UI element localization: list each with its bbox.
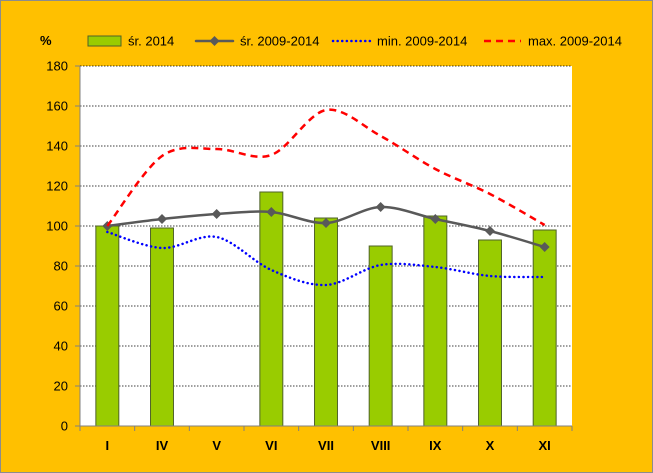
axes <box>75 65 573 431</box>
x-tick-label: X <box>486 438 495 453</box>
y-tick-label: 160 <box>46 99 68 114</box>
diamond-marker <box>375 202 386 212</box>
legend-label: śr. 2014 <box>128 34 174 49</box>
legend-swatch <box>87 35 122 47</box>
legend-item: max. 2009-2014 <box>484 34 622 49</box>
bar-series <box>95 191 557 427</box>
diamond-marker <box>539 242 550 252</box>
legend-label: min. 2009-2014 <box>377 34 467 49</box>
y-tick-labels: 0 20 40 60 80 100 120 140 160 180 <box>46 59 68 434</box>
diamond-marker <box>321 218 331 228</box>
bar <box>368 245 393 427</box>
y-tick-label: 60 <box>54 299 68 314</box>
y-tick-label: 180 <box>46 59 68 74</box>
y-tick-label: 20 <box>54 379 68 394</box>
legend: śr. 2014 śr. 2009-2014 min. 2009-2014 max. … <box>87 34 622 49</box>
diamond-marker <box>211 209 222 219</box>
series-line <box>106 108 546 227</box>
bar <box>95 225 120 427</box>
x-tick-label: VII <box>318 438 334 453</box>
x-tick-label: IV <box>156 438 169 453</box>
legend-item: śr. 2014 <box>87 34 174 49</box>
series-line <box>106 230 546 287</box>
diamond-marker <box>157 214 167 224</box>
bar <box>259 191 284 427</box>
y-tick-label: 100 <box>46 219 68 234</box>
x-tick-label: VI <box>265 438 277 453</box>
y-tick-label: 120 <box>46 179 68 194</box>
bar <box>423 215 448 427</box>
x-tick-label: I <box>106 438 110 453</box>
bar <box>314 217 338 427</box>
bar <box>478 239 502 427</box>
y-unit-label: % <box>40 33 52 48</box>
diamond-marker <box>266 207 277 217</box>
x-tick-label: VIII <box>371 438 391 453</box>
y-tick-label: 40 <box>54 339 68 354</box>
diamond-marker <box>485 226 495 236</box>
legend-label: śr. 2009-2014 <box>240 34 320 49</box>
x-tick-label: V <box>212 438 221 453</box>
diamond-marker <box>430 214 441 224</box>
bar <box>150 227 174 427</box>
y-tick-label: 140 <box>46 139 68 154</box>
line-series <box>102 108 550 287</box>
y-tick-label: 80 <box>54 259 68 274</box>
x-tick-labels: I IV V VI VII VIII IX X XI <box>106 438 551 453</box>
y-tick-label: 0 <box>61 419 68 434</box>
legend-item: min. 2009-2014 <box>331 34 467 49</box>
legend-label: max. 2009-2014 <box>528 34 622 49</box>
bar <box>532 229 557 427</box>
x-tick-label: XI <box>539 438 551 453</box>
x-tick-label: IX <box>429 438 442 453</box>
legend-marker <box>209 36 220 46</box>
legend-item: śr. 2009-2014 <box>194 34 320 49</box>
